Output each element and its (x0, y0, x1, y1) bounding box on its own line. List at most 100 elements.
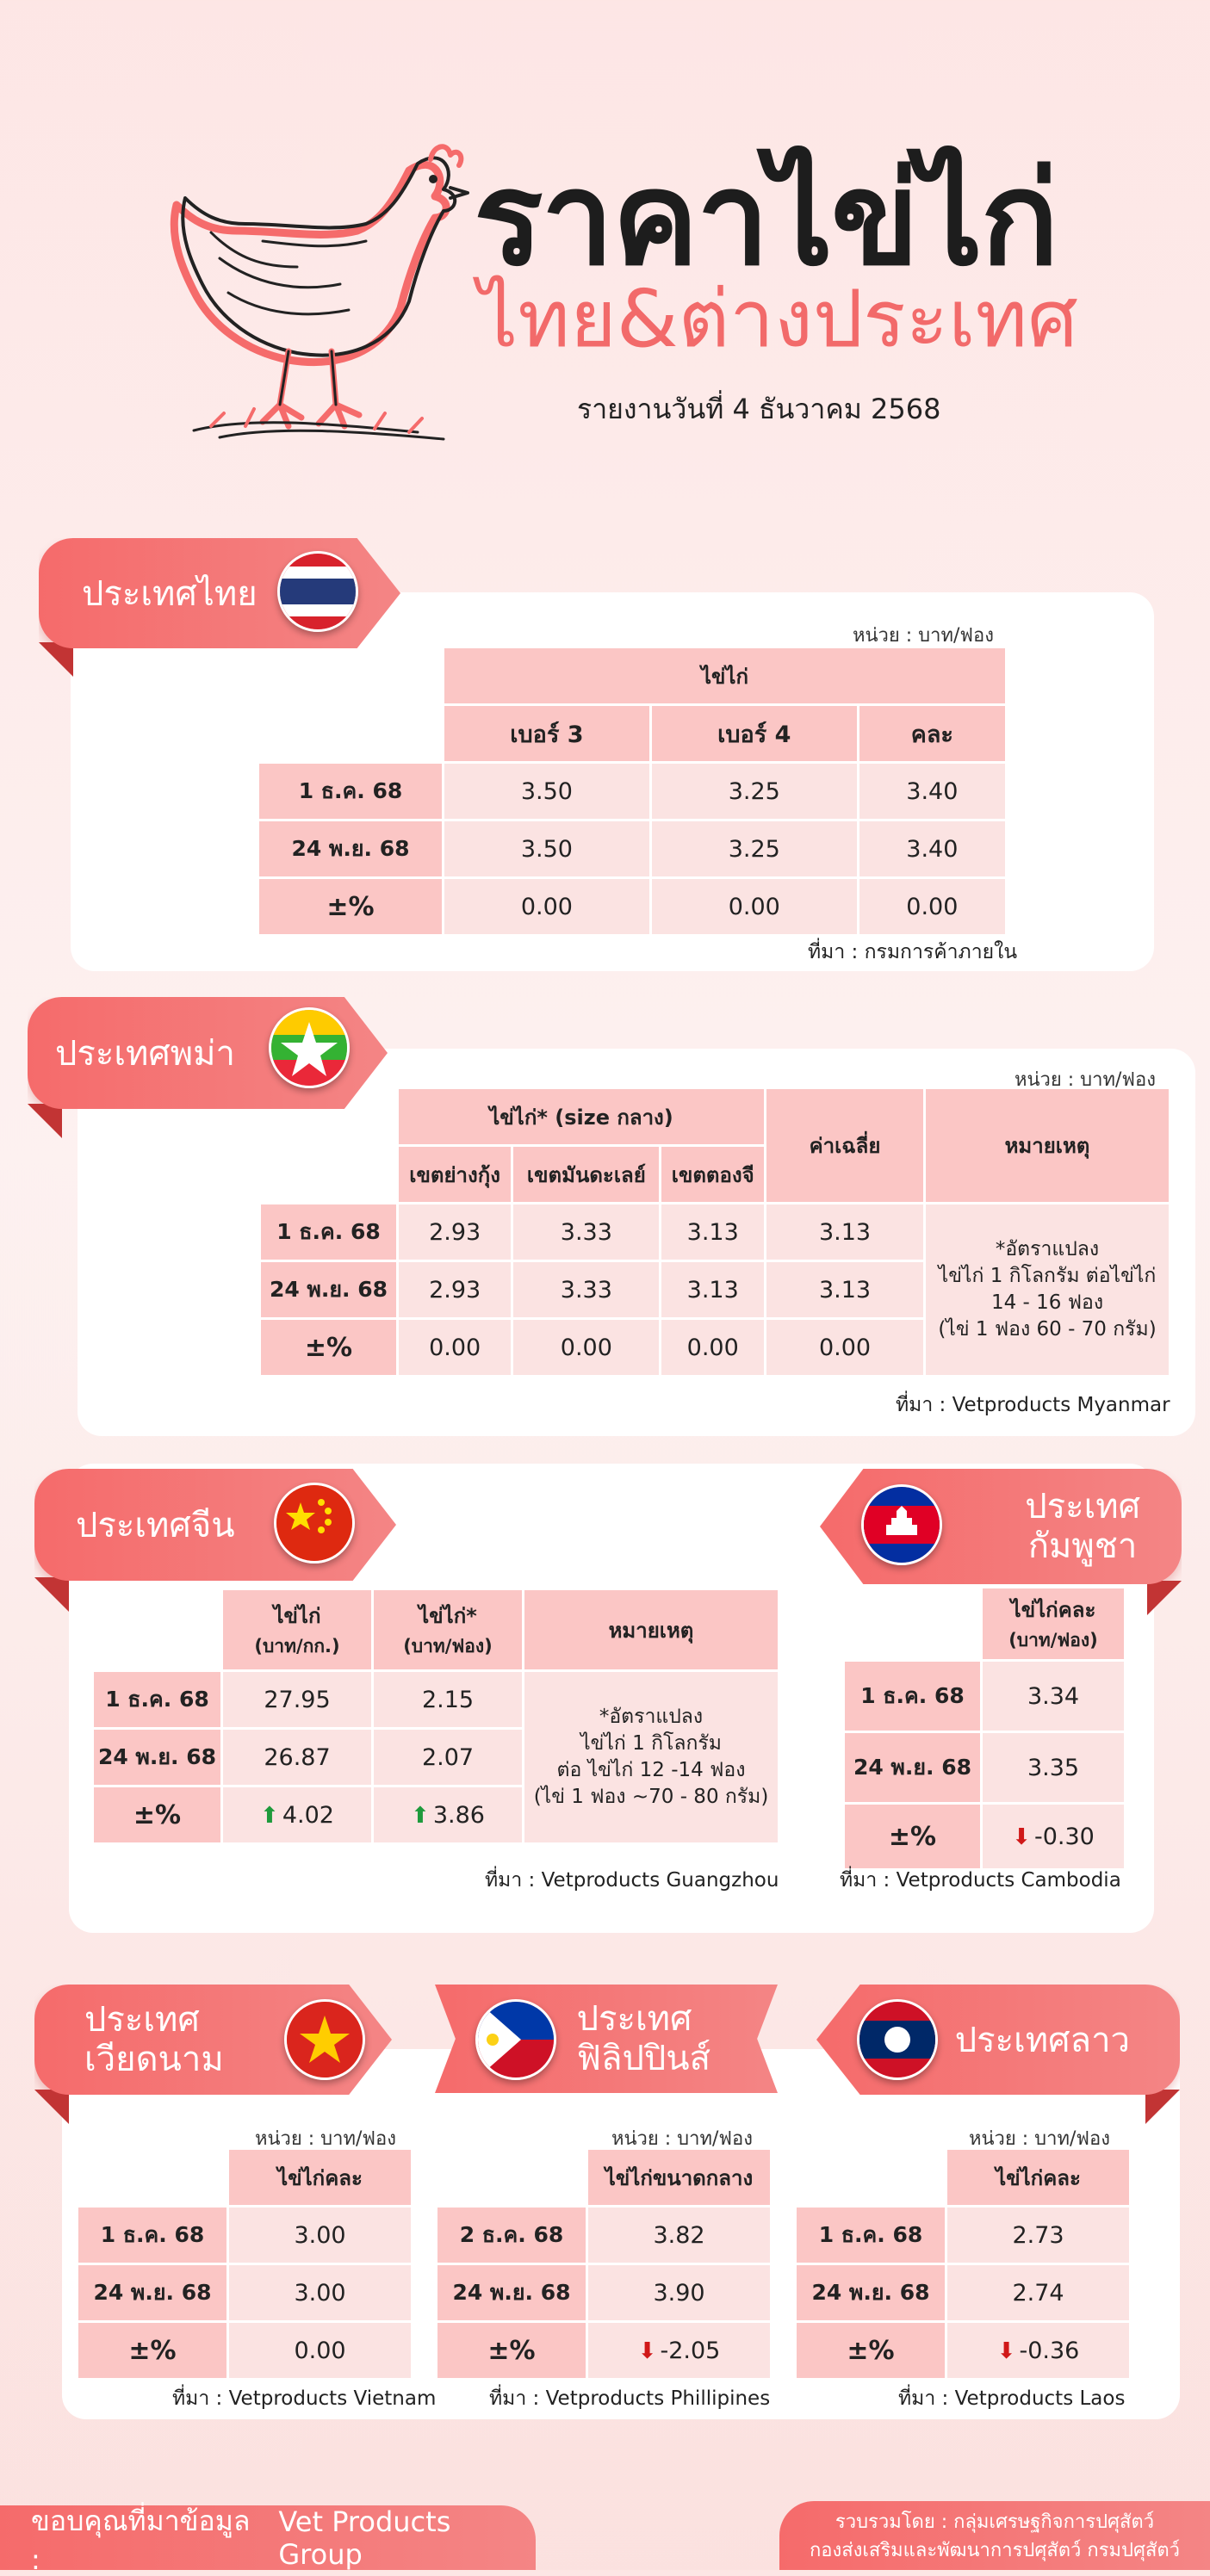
myanmar-source: ที่มา : Vetproducts Myanmar (896, 1394, 1170, 1416)
note-line: *อัตราแปลง (995, 1237, 1100, 1260)
table-row: 1 ธ.ค. 68 2.73 (797, 2208, 1129, 2263)
myanmar-group-header: ไข่ไก่* (size กลาง) (399, 1089, 764, 1144)
thailand-col-header: เบอร์ 4 (651, 706, 857, 761)
row-label: ±% (261, 1320, 396, 1375)
footer-thanks-label: ขอบคุณที่มาข้อมูล : (31, 2505, 251, 2576)
table-row: 1 ธ.ค. 68 3.50 3.25 3.40 (259, 764, 1005, 819)
row-label: 1 ธ.ค. 68 (78, 2208, 226, 2263)
note-line: (ไข่ 1 ฟอง ~70 - 80 กรัม) (533, 1786, 769, 1809)
table-cell: 3.00 (229, 2208, 411, 2263)
myanmar-table: ไข่ไก่* (size กลาง) ค่าเฉลี่ย หมายเหตุ เ… (258, 1087, 1171, 1378)
row-label: 1 ธ.ค. 68 (797, 2208, 945, 2263)
thailand-label: ประเทศไทย (82, 574, 258, 614)
table-cell: 2.07 (374, 1730, 522, 1785)
row-label: 1 ธ.ค. 68 (261, 1204, 396, 1260)
row-label: 24 พ.ย. 68 (845, 1733, 980, 1802)
table-row: 24 พ.ย. 68 26.87 2.07 (94, 1730, 778, 1785)
philippines-flag-icon (475, 1999, 556, 2080)
philippines-unit: หน่วย : บาท/ฟอง (611, 2128, 753, 2150)
arrow-up-icon: ⬆ (260, 1802, 279, 1829)
philippines-source: ที่มา : Vetproducts Phillipines (489, 2387, 771, 2410)
table-cell: 3.34 (983, 1662, 1124, 1731)
table-row: ±% ⬇ -0.30 (845, 1805, 1124, 1868)
change-value: 3.86 (432, 1801, 485, 1829)
table-cell: 3.25 (651, 764, 857, 819)
myanmar-col-header: เขตมันดะเลย์ (513, 1147, 660, 1202)
row-label: 24 พ.ย. 68 (259, 821, 442, 876)
row-label: 2 ธ.ค. 68 (437, 2208, 586, 2263)
row-label: ±% (845, 1805, 980, 1868)
table-cell: 3.40 (859, 821, 1005, 876)
china-flag-icon (274, 1483, 355, 1564)
table-cell: ⬆ 3.86 (374, 1787, 522, 1842)
ribbon-fold (1147, 1581, 1182, 1615)
table-cell: ⬇ -2.05 (588, 2323, 770, 2378)
note-line: ไข่ไก่ 1 กิโลกรัม (580, 1731, 722, 1755)
table-cell: 0.00 (766, 1320, 923, 1375)
hen-illustration (159, 129, 478, 448)
thailand-table: ไข่ไก่ เบอร์ 3 เบอร์ 4 คละ 1 ธ.ค. 68 3.5… (257, 646, 1008, 937)
table-row: ±% ⬇ -2.05 (437, 2323, 770, 2378)
table-cell: 2.15 (374, 1672, 522, 1727)
table-row: 24 พ.ย. 68 3.90 (437, 2265, 770, 2320)
footer-thanks-value: Vet Products Group (278, 2505, 451, 2571)
table-cell: 3.35 (983, 1733, 1124, 1802)
table-row: ±% 0.00 0.00 0.00 (259, 879, 1005, 934)
row-label: 1 ธ.ค. 68 (259, 764, 442, 819)
table-cell: 0.00 (229, 2323, 411, 2378)
table-row: 24 พ.ย. 68 2.74 (797, 2265, 1129, 2320)
ribbon-fold (34, 2090, 69, 2124)
cambodia-flag-icon (861, 1484, 942, 1565)
myanmar-unit: หน่วย : บาท/ฟอง (1015, 1069, 1156, 1091)
china-note-header: หมายเหตุ (524, 1590, 778, 1669)
change-value: -0.36 (1019, 2337, 1080, 2364)
laos-unit: หน่วย : บาท/ฟอง (969, 2128, 1110, 2150)
table-row: 24 พ.ย. 68 3.35 (845, 1733, 1124, 1802)
thailand-flag-icon (277, 551, 358, 632)
arrow-down-icon: ⬇ (996, 2338, 1016, 2364)
table-cell: 0.00 (859, 879, 1005, 934)
footer-compiled-line: กองส่งเสริมและพัฒนาการปศุสัตว์ กรมปศุสัต… (809, 2540, 1181, 2561)
table-row: ±% ⬆ 4.02 ⬆ 3.86 (94, 1787, 778, 1842)
col-header-unit: (บาท/กก.) (254, 1636, 340, 1656)
table-row: 1 ธ.ค. 68 3.34 (845, 1662, 1124, 1731)
arrow-down-icon: ⬇ (637, 2338, 657, 2364)
row-label: ±% (797, 2323, 945, 2378)
table-cell: 3.50 (444, 821, 649, 876)
col-header-line: ไข่ไก่* (419, 1604, 477, 1628)
table-cell: 0.00 (399, 1320, 512, 1375)
table-cell: 3.33 (513, 1204, 660, 1260)
row-label: 1 ธ.ค. 68 (845, 1662, 980, 1731)
table-cell: 3.82 (588, 2208, 770, 2263)
note-line: (ไข่ 1 ฟอง 60 - 70 กรัม) (938, 1318, 1157, 1341)
laos-col-header: ไข่ไก่คละ (947, 2150, 1129, 2205)
table-cell: ⬇ -0.30 (983, 1805, 1124, 1868)
table-cell: 2.93 (399, 1262, 512, 1317)
table-row: ±% 0.00 0.00 0.00 0.00 (261, 1320, 1169, 1375)
change-value: -2.05 (660, 2337, 721, 2364)
table-row: ±% ⬇ -0.36 (797, 2323, 1129, 2378)
vietnam-unit: หน่วย : บาท/ฟอง (255, 2128, 396, 2150)
myanmar-label: ประเทศพม่า (55, 1034, 235, 1074)
cambodia-label-line: ประเทศ (1025, 1487, 1140, 1526)
china-table: ไข่ไก่ (บาท/กก.) ไข่ไก่* (บาท/ฟอง) หมายเ… (91, 1588, 780, 1845)
table-row: 1 ธ.ค. 68 2.93 3.33 3.13 3.13 *อัตราแปลง… (261, 1204, 1169, 1375)
table-cell: 2.73 (947, 2208, 1129, 2263)
china-label: ประเทศจีน (76, 1506, 235, 1545)
laos-table: ไข่ไก่คละ 1 ธ.ค. 68 2.73 24 พ.ย. 68 2.74… (794, 2147, 1132, 2381)
footer-compiled-line: รวบรวมโดย : กลุ่มเศรษฐกิจการปศุสัตว์ (835, 2511, 1155, 2533)
table-cell: 0.00 (444, 879, 649, 934)
table-cell: 3.13 (661, 1262, 764, 1317)
china-col-header: ไข่ไก่* (บาท/ฟอง) (374, 1590, 522, 1669)
philippines-label-line: ประเทศ (576, 1999, 692, 2039)
table-cell: 0.00 (661, 1320, 764, 1375)
table-cell: 3.50 (444, 764, 649, 819)
page-subtitle: ไทย&ต่างประเทศ (478, 273, 1078, 365)
cambodia-table: ไข่ไก่คละ (บาท/ฟอง) 1 ธ.ค. 68 3.34 24 พ.… (842, 1586, 1126, 1871)
cambodia-source: ที่มา : Vetproducts Cambodia (840, 1869, 1121, 1892)
vietnam-label-line: เวียดนาม (84, 2040, 224, 2079)
vietnam-table: ไข่ไก่คละ 1 ธ.ค. 68 3.00 24 พ.ย. 68 3.00… (76, 2147, 413, 2381)
table-cell: ⬆ 4.02 (223, 1787, 371, 1842)
report-date: รายงานวันที่ 4 ธันวาคม 2568 (577, 393, 941, 425)
cambodia-label-line: กัมพูชา (1027, 1526, 1138, 1566)
